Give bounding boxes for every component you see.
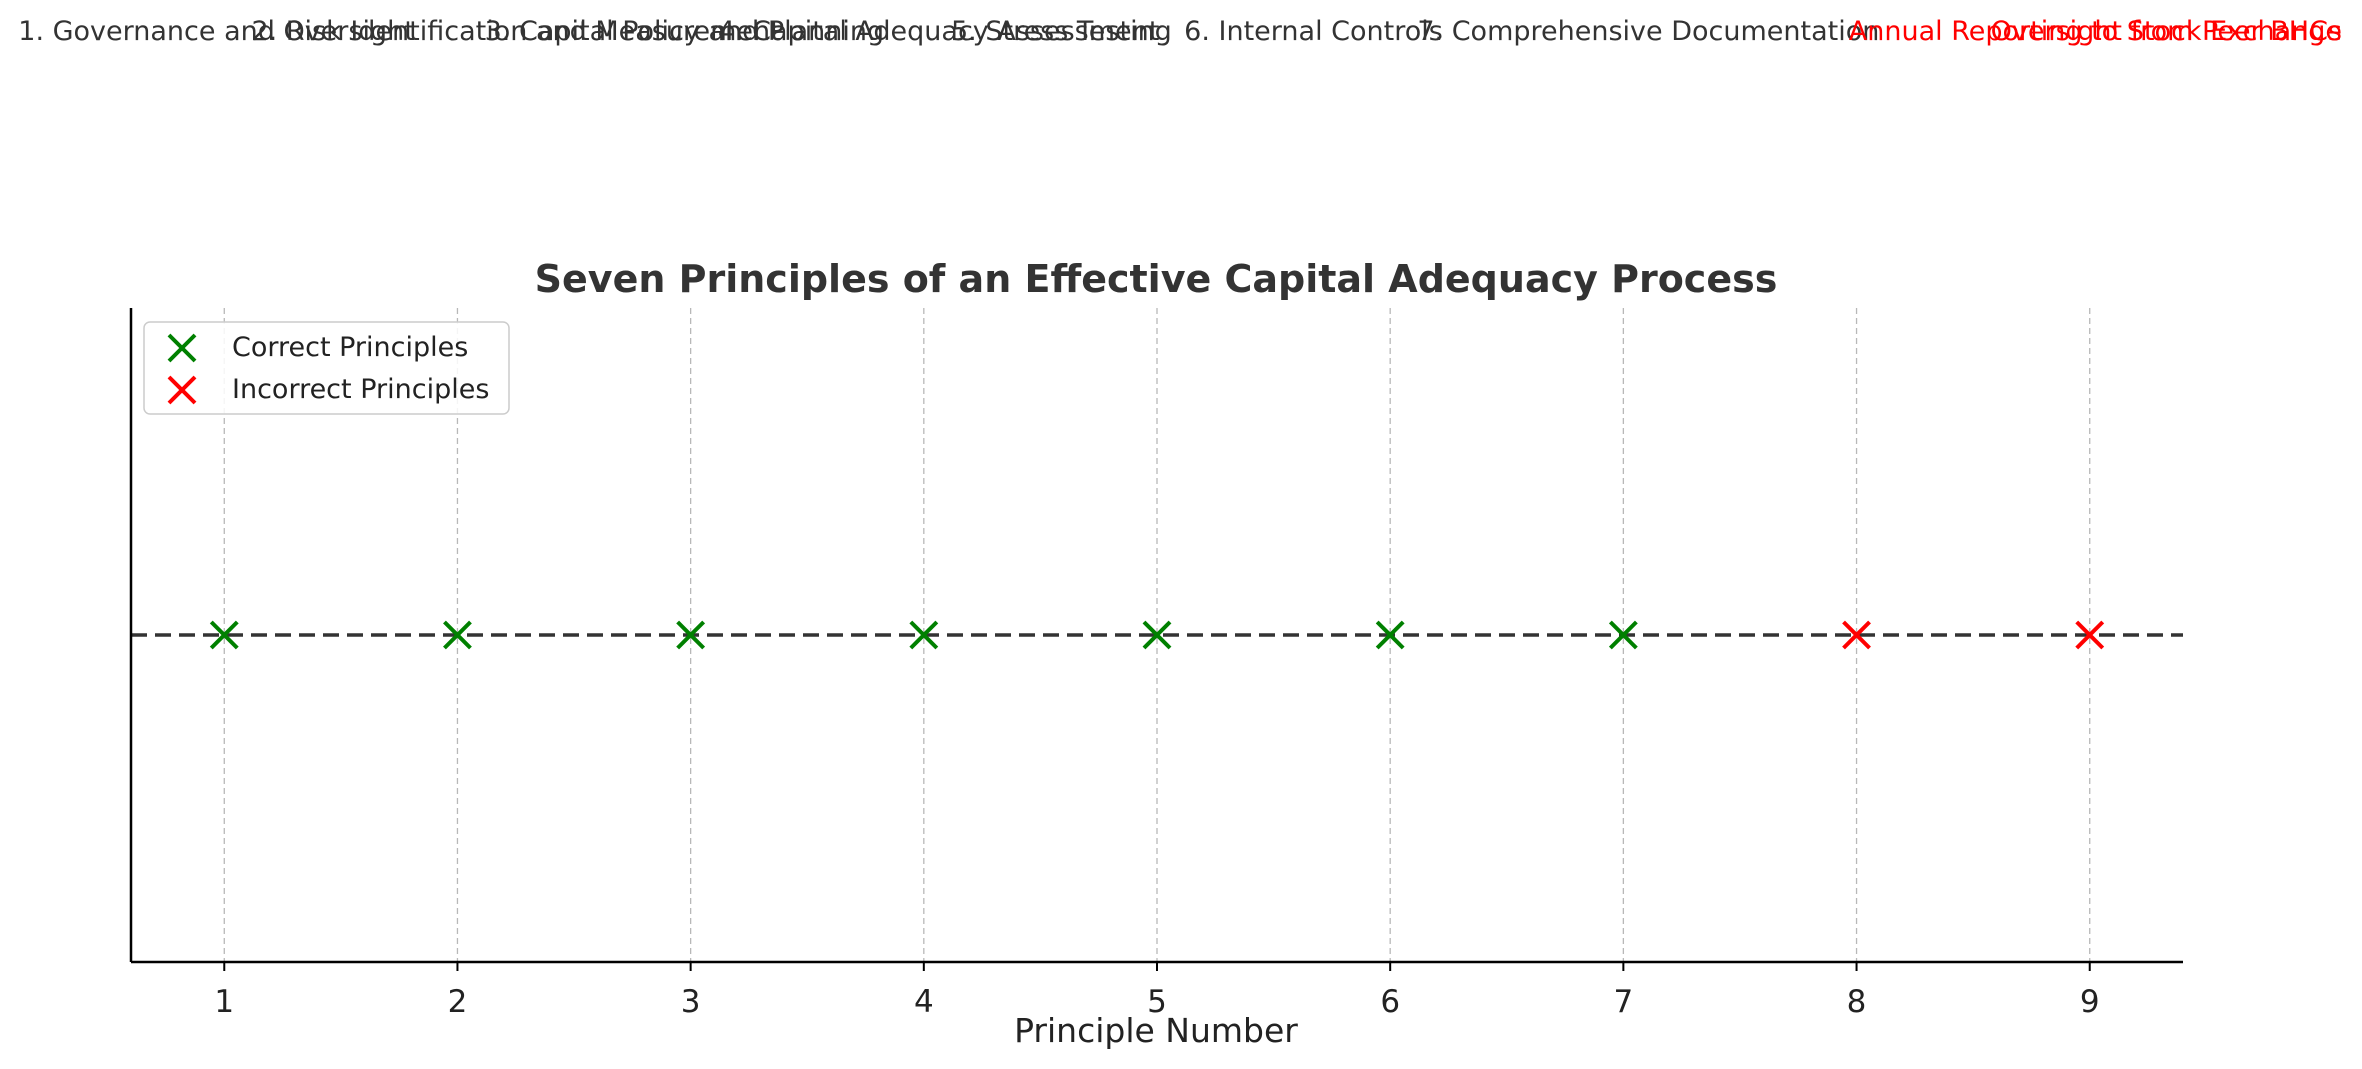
correct-marker-4-stroke-b <box>909 620 939 650</box>
principle-label-8: Oversight from Peer BHCs <box>1991 16 2342 47</box>
incorrect-marker-8 <box>1842 620 1871 650</box>
principle-label-2: 2. Risk Identification and Measurement <box>251 16 780 47</box>
x-tick-label-5: 5 <box>1147 984 1167 1020</box>
correct-marker-5-stroke-b <box>1142 620 1172 650</box>
correct-marker-6-stroke-b <box>1375 620 1405 650</box>
x-axis-label: Principle Number <box>1014 1011 1298 1050</box>
x-tick-label-7: 7 <box>1613 984 1633 1020</box>
legend-x-correct <box>167 333 197 363</box>
x-axis-ticks: 1 2 3 4 5 6 7 8 9 <box>214 962 2100 1020</box>
principle-label-1: 1. Governance and Oversight <box>18 16 415 47</box>
correct-marker-1 <box>209 620 239 650</box>
legend-marker-correct <box>167 333 197 363</box>
x-tick-label-9: 9 <box>2080 984 2100 1020</box>
correct-marker-5 <box>1142 620 1172 650</box>
incorrect-marker-9 <box>2075 620 2105 650</box>
x-tick-label-1: 1 <box>214 984 234 1020</box>
incorrect-marker-9-stroke-b <box>2075 620 2105 650</box>
correct-marker-4 <box>909 620 939 650</box>
x-tick-label-4: 4 <box>914 984 934 1020</box>
data-markers <box>209 620 2105 650</box>
principle-label-9: Annual Reporting to Stock Exchange <box>1849 16 2342 47</box>
legend-x-incorrect <box>167 375 197 405</box>
correct-marker-2 <box>443 620 472 650</box>
x-tick-label-6: 6 <box>1380 984 1400 1020</box>
legend-label-correct: Correct Principles <box>232 332 468 363</box>
legend-x-incorrect-stroke-b <box>167 375 197 405</box>
correct-marker-2-stroke-b <box>443 620 472 650</box>
legend-entry-correct: Correct Principles <box>167 332 468 363</box>
legend-entry-incorrect: Incorrect Principles <box>167 374 489 405</box>
x-tick-label-8: 8 <box>1847 984 1867 1020</box>
correct-marker-3-stroke-b <box>676 620 706 650</box>
x-tick-label-2: 2 <box>448 984 468 1020</box>
correct-marker-7-stroke-b <box>1608 620 1638 650</box>
legend: Correct Principles Incorrect Principles <box>143 321 510 415</box>
principle-label-3: 3. Capital Policy and Planning <box>485 16 885 47</box>
chart-title: Seven Principles of an Effective Capital… <box>535 257 1778 301</box>
correct-marker-1-stroke-b <box>209 620 239 650</box>
legend-frame <box>143 321 510 415</box>
principle-label-6: 6. Internal Controls <box>1184 16 1443 47</box>
correct-marker-3 <box>676 620 706 650</box>
legend-marker-incorrect <box>167 375 197 405</box>
principle-label-7: 7. Comprehensive Documentation <box>1417 16 1879 47</box>
correct-marker-7 <box>1608 620 1638 650</box>
principle-label-4: 4. Capital Adequacy Assessment <box>718 16 1160 47</box>
correct-marker-6 <box>1375 620 1405 650</box>
incorrect-marker-8-stroke-b <box>1842 620 1871 650</box>
legend-x-correct-stroke-b <box>167 333 197 363</box>
principle-label-5: 5. Stress Testing <box>951 16 1172 47</box>
x-tick-label-3: 3 <box>681 984 701 1020</box>
legend-label-incorrect: Incorrect Principles <box>232 374 489 405</box>
vertical-grid-lines <box>223 308 2091 962</box>
